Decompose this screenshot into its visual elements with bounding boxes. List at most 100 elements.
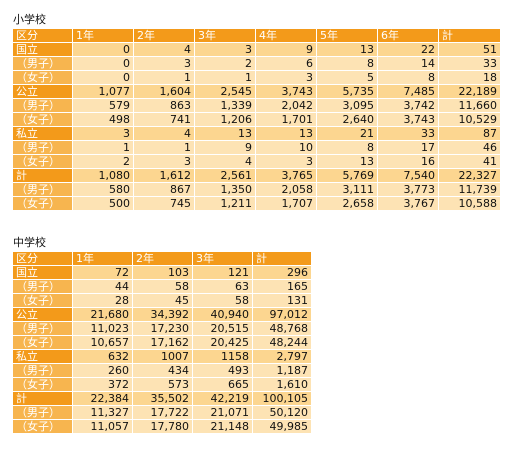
table-row: 国立 0 4 3 9 13 22 51 (12, 42, 501, 57)
table-cell: 9 (255, 42, 317, 57)
row-label: 公立 (12, 307, 73, 322)
row-label: （女子） (12, 377, 73, 392)
table-cell: 49,985 (252, 419, 312, 434)
table-cell: 40,940 (192, 307, 253, 322)
table-cell: 1,604 (133, 84, 195, 99)
table-cell: 22,327 (438, 168, 501, 183)
table-cell: 121 (192, 265, 253, 280)
table-cell: 2 (72, 154, 134, 169)
table-cell: 3,743 (377, 112, 439, 127)
table-row: （女子） 0 1 1 3 5 8 18 (12, 70, 501, 85)
table-cell: 579 (72, 98, 134, 113)
table-cell: 3,743 (255, 84, 317, 99)
table-row: （男子） 260 434 493 1,187 (12, 363, 312, 378)
table-row: （男子） 579 863 1,339 2,042 3,095 3,742 11,660 (12, 98, 501, 113)
table-cell: 87 (438, 126, 501, 141)
table-cell: 3,765 (255, 168, 317, 183)
table-cell: 103 (132, 265, 193, 280)
elementary-header-col: 6年 (377, 28, 439, 43)
table-row: （男子） 44 58 63 165 (12, 279, 312, 294)
table-cell: 867 (133, 182, 195, 197)
row-label: （男子） (12, 140, 73, 155)
table-cell: 11,660 (438, 98, 501, 113)
table-cell: 46 (438, 140, 501, 155)
elementary-header-col: 計 (438, 28, 501, 43)
table-cell: 72 (72, 265, 133, 280)
table-cell: 863 (133, 98, 195, 113)
row-label: （男子） (12, 56, 73, 71)
table-row: （男子） 1 1 9 10 8 17 46 (12, 140, 501, 155)
table-cell: 580 (72, 182, 134, 197)
table-cell: 3,111 (316, 182, 378, 197)
table-cell: 165 (252, 279, 312, 294)
elementary-header-col: 2年 (133, 28, 195, 43)
row-label: （女子） (12, 196, 73, 211)
row-label: （女子） (12, 70, 73, 85)
table-cell: 1 (133, 140, 195, 155)
table-cell: 8 (316, 56, 378, 71)
table-cell: 3,742 (377, 98, 439, 113)
elementary-table: 区分 1年 2年 3年 4年 5年 6年計 国立 0 4 3 9 13 22 51 （男子） 0 3 2 6 8 14 3… (12, 28, 501, 211)
table-cell: 1,187 (252, 363, 312, 378)
table-cell: 13 (316, 154, 378, 169)
table-cell: 41 (438, 154, 501, 169)
table-cell: 3 (133, 154, 195, 169)
table-row: 計 22,384 35,502 42,219 100,105 (12, 391, 312, 406)
table-cell: 1,610 (252, 377, 312, 392)
row-label: （男子） (12, 363, 73, 378)
table-cell: 45 (132, 293, 193, 308)
row-label: 私立 (12, 349, 73, 364)
table-cell: 632 (72, 349, 133, 364)
junior-high-header-col: 計 (252, 251, 312, 266)
table-cell: 2,058 (255, 182, 317, 197)
table-row: （男子） 0 3 2 6 8 14 33 (12, 56, 501, 71)
row-label: 公立 (12, 84, 73, 99)
table-cell: 5,769 (316, 168, 378, 183)
table-cell: 21,071 (192, 405, 253, 420)
junior-high-title: 中学校 (13, 236, 46, 249)
junior-high-header-col: 1年 (72, 251, 133, 266)
table-row: （女子） 10,657 17,162 20,425 48,244 (12, 335, 312, 350)
row-label: （女子） (12, 335, 73, 350)
row-label: （女子） (12, 154, 73, 169)
elementary-header-col: 5年 (316, 28, 378, 43)
table-cell: 44 (72, 279, 133, 294)
table-cell: 296 (252, 265, 312, 280)
junior-high-header: 区分 1年 2年 3年計 (12, 251, 312, 266)
junior-high-body: 国立 72 103 121 296 （男子） 44 58 63 165 （女子） 28 45 58 131 公… (12, 265, 312, 434)
table-cell: 260 (72, 363, 133, 378)
table-cell: 1,339 (194, 98, 256, 113)
table-cell: 22,384 (72, 391, 133, 406)
table-cell: 17,162 (132, 335, 193, 350)
row-label: 私立 (12, 126, 73, 141)
table-cell: 1,350 (194, 182, 256, 197)
table-cell: 21,680 (72, 307, 133, 322)
table-cell: 1 (194, 70, 256, 85)
table-cell: 11,023 (72, 321, 133, 336)
table-cell: 1,707 (255, 196, 317, 211)
table-cell: 1 (133, 70, 195, 85)
table-cell: 4 (194, 154, 256, 169)
table-cell: 20,425 (192, 335, 253, 350)
table-cell: 13 (316, 42, 378, 57)
row-label: 計 (12, 391, 73, 406)
table-cell: 3 (133, 56, 195, 71)
table-row: （女子） 28 45 58 131 (12, 293, 312, 308)
table-cell: 51 (438, 42, 501, 57)
table-cell: 16 (377, 154, 439, 169)
junior-high-header-row: 区分 1年 2年 3年計 (12, 251, 312, 266)
table-cell: 372 (72, 377, 133, 392)
table-cell: 8 (316, 140, 378, 155)
table-cell: 3 (255, 70, 317, 85)
table-cell: 1,206 (194, 112, 256, 127)
row-label: （男子） (12, 279, 73, 294)
table-row: （女子） 372 573 665 1,610 (12, 377, 312, 392)
table-cell: 14 (377, 56, 439, 71)
elementary-title: 小学校 (13, 13, 46, 26)
row-label: 計 (12, 168, 73, 183)
elementary-header: 区分 1年 2年 3年 4年 5年 6年計 (12, 28, 501, 43)
table-cell: 9 (194, 140, 256, 155)
table-cell: 3 (72, 126, 134, 141)
table-cell: 63 (192, 279, 253, 294)
row-label: （女子） (12, 419, 73, 434)
